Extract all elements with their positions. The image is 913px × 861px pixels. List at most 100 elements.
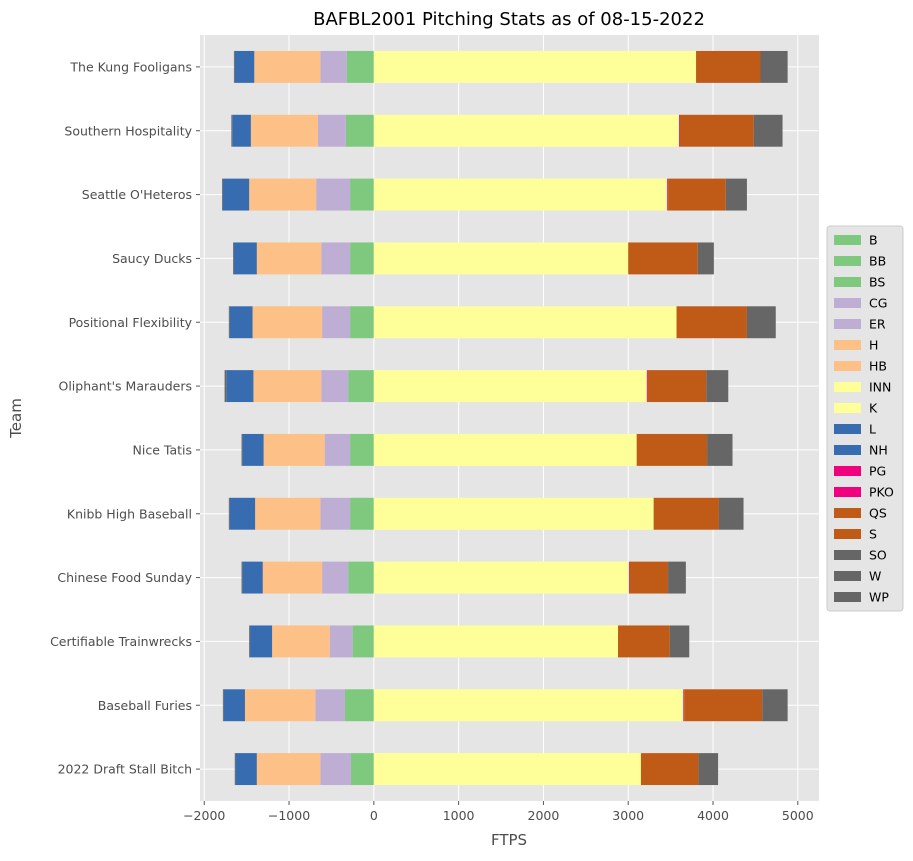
bar-segment-er: [321, 370, 349, 403]
bar-segment-wp: [233, 50, 235, 83]
legend-swatch: [834, 235, 861, 245]
legend-label: QS: [869, 506, 887, 521]
bar-segment-w: [707, 433, 733, 466]
x-tick-label: 3000: [612, 808, 644, 823]
bar-segment-er: [320, 50, 347, 83]
legend-swatch: [834, 298, 861, 308]
bar-segment-l: [222, 178, 250, 211]
bar-segment-inn: [373, 370, 647, 403]
bar-segment-inn: [373, 689, 684, 722]
y-axis-title: Team: [7, 398, 25, 439]
y-tick-label: 2022 Draft Stall Bitch: [58, 762, 192, 777]
bar-segment-er: [320, 753, 351, 786]
legend-swatch: [834, 592, 861, 602]
y-tick-label: Chinese Food Sunday: [57, 570, 192, 585]
bar-segment-er: [316, 178, 351, 211]
legend-label: L: [869, 422, 876, 437]
legend-label: NH: [869, 443, 888, 458]
bar-segment-w: [725, 178, 747, 211]
legend-swatch: [834, 277, 861, 287]
legend-label: HB: [869, 359, 887, 374]
bar-segment-h: [256, 242, 322, 275]
bar-segment-h: [249, 178, 317, 211]
y-tick-label: Southern Hospitality: [64, 123, 192, 138]
y-tick-label: Knibb High Baseball: [67, 506, 192, 521]
bar-segment-s: [618, 625, 670, 658]
legend-swatch: [834, 550, 861, 560]
bar-segment-h: [244, 689, 316, 722]
bar-segment-wp: [228, 497, 230, 530]
bar-segment-s: [636, 433, 708, 466]
bar-segment-bb: [344, 689, 374, 722]
bars: [222, 50, 788, 786]
bar-segment-w: [718, 497, 744, 530]
bar-segment-h: [254, 50, 321, 83]
bar-segment-inn: [373, 50, 697, 83]
x-tick-label: 1000: [443, 808, 475, 823]
bar-segment-wp: [249, 625, 251, 658]
legend-swatch: [834, 361, 861, 371]
bar-segment-inn: [373, 561, 630, 594]
bar-segment-er: [320, 497, 351, 530]
bar-segment-er: [315, 689, 345, 722]
legend-swatch: [834, 445, 861, 455]
legend-swatch: [834, 529, 861, 539]
legend-label: BB: [869, 254, 886, 269]
bar-segment-s: [647, 370, 707, 403]
legend-label: ER: [869, 317, 886, 332]
bar-segment-er: [321, 242, 351, 275]
bar-segment-inn: [373, 306, 677, 339]
bar-segment-s: [628, 242, 698, 275]
bar-segment-er: [322, 561, 349, 594]
bar-segment-l: [242, 561, 263, 594]
bar-segment-s: [676, 306, 747, 339]
bar-segment-bb: [348, 370, 374, 403]
bar-segment-bb: [350, 178, 374, 211]
bar-segment-wp: [241, 561, 243, 594]
bar-segment-s: [640, 753, 699, 786]
bar-segment-wp: [234, 753, 236, 786]
bar-segment-h: [255, 497, 321, 530]
legend-swatch: [834, 487, 861, 497]
legend-label: B: [869, 233, 878, 248]
bar-segment-wp: [241, 433, 243, 466]
legend-swatch: [834, 256, 861, 266]
bar-segment-w: [668, 561, 686, 594]
y-tick-label: Baseball Furies: [98, 698, 192, 713]
bar-segment-l: [250, 625, 273, 658]
bar-segment-s: [668, 178, 726, 211]
legend-swatch: [834, 319, 861, 329]
bar-segment-inn: [373, 753, 641, 786]
legend-label: PG: [869, 464, 886, 479]
bar-segment-l: [242, 433, 264, 466]
legend-swatch: [834, 424, 861, 434]
bar-segment-pko: [629, 561, 630, 594]
legend-label: SO: [869, 548, 887, 563]
legend-label: S: [869, 527, 877, 542]
bar-segment-w: [746, 306, 776, 339]
bar-segment-er: [324, 433, 351, 466]
bar-segment-l: [232, 114, 251, 147]
x-axis: −2000 −1000 0 1000 2000 3000 4000 5000: [183, 801, 814, 823]
bar-segment-bb: [350, 242, 374, 275]
bar-segment-inn: [373, 497, 654, 530]
y-tick-label: Positional Flexibility: [69, 315, 193, 330]
bar-segment-bb: [350, 433, 374, 466]
legend-label: CG: [869, 296, 887, 311]
y-tick-label: Certifiable Trainwrecks: [50, 634, 192, 649]
bar-segment-l: [223, 689, 245, 722]
legend-label: BS: [869, 275, 885, 290]
bar-segment-bb: [348, 561, 374, 594]
bar-segment-bb: [346, 50, 374, 83]
bar-segment-er: [317, 114, 346, 147]
legend-swatch: [834, 508, 861, 518]
legend-swatch: [834, 403, 861, 413]
bar-segment-wp: [224, 370, 227, 403]
x-tick-label: −2000: [183, 808, 225, 823]
bar-segment-wp: [228, 306, 230, 339]
bar-segment-l: [235, 753, 257, 786]
bar-segment-l: [226, 370, 254, 403]
legend-swatch: [834, 571, 861, 581]
bar-segment-l: [229, 306, 253, 339]
